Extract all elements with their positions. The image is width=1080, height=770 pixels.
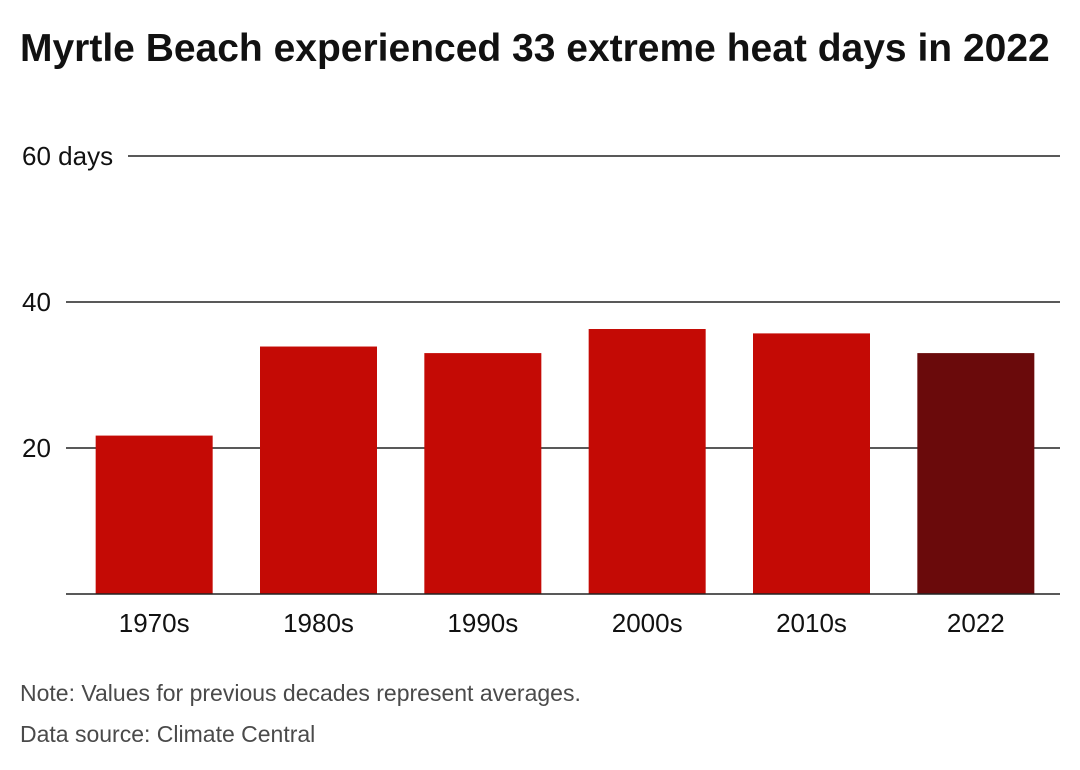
y-tick-label-20: 20 (22, 433, 51, 463)
x-tick-label-2010s: 2010s (776, 608, 847, 638)
gridlines: 20 40 60 days (22, 141, 1060, 463)
x-tick-label-1990s: 1990s (447, 608, 518, 638)
x-tick-label-1970s: 1970s (119, 608, 190, 638)
y-tick-label-40: 40 (22, 287, 51, 317)
chart-title: Myrtle Beach experienced 33 extreme heat… (20, 27, 1050, 70)
bar-1970s (95, 435, 213, 594)
x-tick-label-2022: 2022 (947, 608, 1005, 638)
bars (95, 329, 1035, 594)
y-tick-label-60: 60 days (22, 141, 113, 171)
bar-2010s (753, 333, 870, 594)
bar-2022 (917, 353, 1035, 594)
x-tick-label-1980s: 1980s (283, 608, 354, 638)
chart-source: Data source: Climate Central (20, 721, 316, 747)
bar-1980s (260, 346, 377, 594)
x-tick-label-2000s: 2000s (612, 608, 683, 638)
chart-note: Note: Values for previous decades repres… (20, 680, 581, 706)
bar-2000s (588, 329, 706, 594)
category-labels: 1970s 1980s 1990s 2000s 2010s 2022 (119, 608, 1005, 638)
bar-1990s (424, 353, 542, 594)
